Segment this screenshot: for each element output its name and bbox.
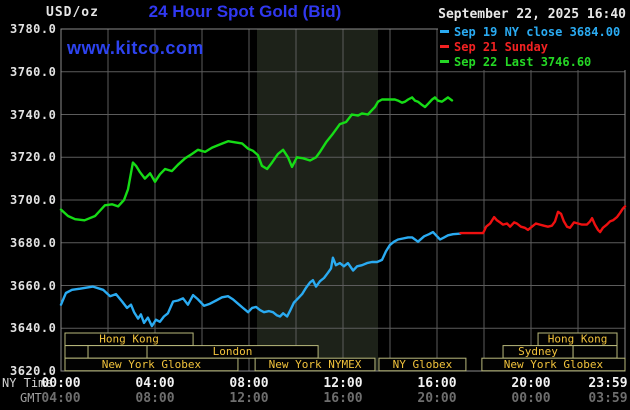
market-session-label: Hong Kong — [99, 333, 159, 346]
x-axis-gmt-tick-label: 20:00 — [417, 391, 457, 406]
market-session-box — [64, 357, 239, 372]
market-session-box — [378, 357, 467, 372]
market-session-label: NY Globex — [393, 358, 453, 371]
legend-item-sep21: Sep 21 Sunday — [438, 40, 628, 55]
y-axis-tick-label: 3620.0 — [10, 364, 57, 378]
market-session-box — [64, 345, 89, 359]
market-session-label: Sydney — [518, 345, 558, 358]
market-session-box — [481, 357, 626, 372]
market-session-box — [572, 345, 618, 359]
y-axis-tick-label: 3760.0 — [10, 64, 57, 79]
market-session-box — [87, 345, 148, 359]
legend-item-sep22: Sep 22 Last 3746.60 — [438, 55, 628, 70]
x-axis-nytime-tick-label: 04:00 — [135, 376, 175, 391]
x-axis-nytime-label: NY Time — [2, 376, 53, 390]
legend-item-sep19: Sep 19 NY close 3684.00 — [438, 25, 628, 40]
sep19-line-marker-icon — [440, 29, 449, 33]
y-axis-tick-label: 3720.0 — [10, 150, 57, 165]
x-axis-nytime-tick-label: 16:00 — [417, 376, 457, 391]
market-session-label: New York Globex — [102, 358, 202, 371]
sep21-line-marker-icon — [440, 44, 449, 48]
x-axis-nytime-tick-label: 08:00 — [229, 376, 269, 391]
x-axis-gmt-tick-label: 03:59 — [588, 391, 628, 406]
legend: Sep 19 NY close 3684.00 Sep 21 Sunday Se… — [438, 25, 628, 70]
y-axis-unit-label: USD/oz — [46, 5, 99, 20]
y-axis-tick-label: 3640.0 — [10, 321, 57, 336]
y-axis-tick-label: 3740.0 — [10, 107, 57, 122]
x-axis-gmt-tick-label: 00:00 — [511, 391, 551, 406]
sep22-line-marker-icon — [440, 59, 449, 63]
y-axis-tick-label: 3680.0 — [10, 235, 57, 250]
x-axis-gmt-tick-label: 04:00 — [41, 391, 81, 406]
kitco-watermark: www.kitco.com — [67, 38, 204, 58]
y-axis-tick-label: 3700.0 — [10, 193, 57, 207]
x-axis-gmt-tick-label: 08:00 — [135, 391, 175, 406]
market-session-label: New York NYMEX — [269, 358, 362, 371]
page-title: 24 Hour Spot Gold (Bid) — [148, 2, 342, 21]
x-axis-nytime-tick-label: 00:00 — [41, 376, 81, 391]
sep19-price-line — [59, 230, 462, 328]
x-axis-nytime-tick-label: 23:59 — [588, 376, 628, 391]
x-axis-gmt-tick-label: 12:00 — [229, 391, 269, 406]
x-axis-nytime-tick-label: 20:00 — [511, 376, 551, 391]
sep22-price-line — [59, 96, 454, 222]
x-axis-gmt-label: GMT — [20, 391, 42, 405]
chart-timestamp: September 22, 2025 16:40 — [438, 7, 626, 22]
y-axis-tick-label: 3660.0 — [10, 278, 57, 293]
market-session-label: Hong Kong — [548, 333, 608, 346]
x-axis-nytime-tick-label: 12:00 — [323, 376, 363, 391]
sep21-price-line — [459, 205, 627, 235]
market-session-label: New York Globex — [504, 358, 604, 371]
x-axis-gmt-tick-label: 16:00 — [323, 391, 363, 406]
market-session-box — [254, 357, 376, 372]
y-axis-tick-label: 3780.0 — [10, 22, 57, 36]
market-session-label: London — [213, 345, 253, 358]
